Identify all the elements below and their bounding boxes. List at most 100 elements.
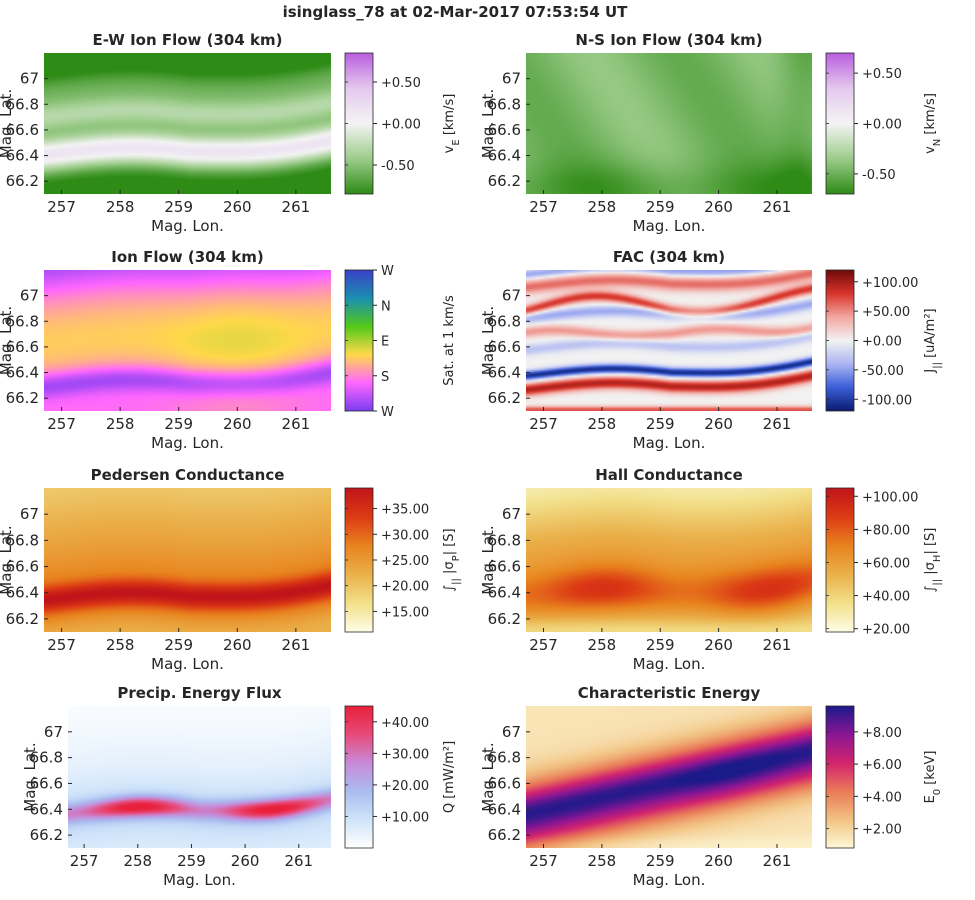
colorbar — [825, 269, 855, 412]
y-tick-label: 67 — [502, 70, 521, 88]
y-tick-label: 66.6 — [488, 558, 521, 576]
figure-title: isinglass_78 at 02-Mar-2017 07:53:54 UT — [283, 3, 629, 21]
colorbar — [344, 705, 374, 849]
colorbar-tick-label: +6.00 — [862, 758, 902, 773]
panel-ns: N-S Ion Flow (304 km) 257 258 259 260 261 66.2… — [479, 31, 943, 235]
heatmap-image — [526, 706, 812, 848]
x-tick-label: 261 — [282, 415, 311, 433]
colorbar-tick-label: +30.00 — [381, 747, 429, 762]
x-tick-label: 257 — [529, 852, 558, 870]
x-tick-label: 258 — [588, 852, 617, 870]
y-axis-label: Mag. Lat. — [479, 742, 497, 811]
x-tick-label: 261 — [763, 198, 792, 216]
heatmap-image — [44, 53, 331, 194]
x-tick-label: 260 — [704, 852, 733, 870]
panel-echar: Characteristic Energy 257 258 259 260 261 66.2… — [479, 684, 943, 889]
panel-title: FAC (304 km) — [613, 248, 725, 266]
x-tick-label: 259 — [646, 636, 675, 654]
x-tick-label: 257 — [47, 415, 76, 433]
colorbar-tick-label: +20.00 — [381, 779, 429, 794]
x-axis-label: Mag. Lon. — [163, 871, 236, 889]
colorbar-tick-label: +30.00 — [381, 528, 429, 543]
x-tick-label: 257 — [70, 852, 99, 870]
y-tick-label: 66.8 — [488, 749, 521, 767]
colorbar-label: vN [km/s] — [923, 93, 943, 154]
y-axis-label: Mag. Lat. — [479, 525, 497, 594]
x-tick-label: 257 — [47, 198, 76, 216]
colorbar-tick-label: +80.00 — [862, 523, 910, 538]
x-tick-label: 261 — [763, 852, 792, 870]
x-tick-label: 260 — [704, 636, 733, 654]
x-axis-label: Mag. Lon. — [633, 217, 706, 235]
x-tick-label: 260 — [223, 636, 252, 654]
colorbar-tick-label: +0.00 — [862, 335, 902, 350]
panel-title: N-S Ion Flow (304 km) — [575, 31, 762, 49]
colorbar-tick-label: +40.00 — [862, 590, 910, 605]
colorbar-tick-label: +20.00 — [381, 580, 429, 595]
x-tick-label: 258 — [106, 198, 135, 216]
y-tick-label: 66.8 — [488, 531, 521, 549]
colorbar-tick-label: W — [381, 264, 394, 279]
panel-title: Characteristic Energy — [578, 684, 761, 702]
colorbar-tick-label: +0.50 — [381, 76, 421, 91]
y-tick-label: 66.4 — [488, 364, 521, 382]
heatmap-image — [68, 706, 331, 848]
heatmap-image — [526, 488, 812, 632]
panel-title: Precip. Energy Flux — [117, 684, 282, 702]
colorbar-label: ∫|| |σH| [S] — [923, 528, 943, 593]
x-tick-label: 258 — [106, 415, 135, 433]
y-axis-label: Mag. Lat. — [0, 89, 15, 158]
x-tick-label: 261 — [284, 852, 313, 870]
x-tick-label: 259 — [646, 198, 675, 216]
y-tick-label: 66.2 — [6, 610, 39, 628]
y-tick-label: 66.2 — [488, 172, 521, 190]
panel-title: Ion Flow (304 km) — [111, 248, 263, 266]
x-tick-label: 259 — [177, 852, 206, 870]
x-tick-label: 260 — [231, 852, 260, 870]
colorbar-tick-label: +60.00 — [862, 556, 910, 571]
colorbar — [344, 52, 374, 195]
colorbar-label: Sat. at 1 km/s — [442, 295, 457, 386]
colorbar-tick-label: -100.00 — [862, 393, 912, 408]
y-tick-label: 66.8 — [6, 312, 39, 330]
heatmap-image — [44, 488, 331, 632]
y-tick-label: 67 — [502, 723, 521, 741]
y-tick-label: 66.4 — [488, 147, 521, 165]
colorbar-tick-label: +2.00 — [862, 823, 902, 838]
colorbar-tick-label: +10.00 — [381, 810, 429, 825]
y-tick-label: 66.6 — [6, 338, 39, 356]
colorbar — [825, 487, 855, 633]
y-tick-label: 66.8 — [30, 749, 63, 767]
colorbar-tick-label: +0.00 — [862, 118, 902, 133]
colorbar-tick-label: +40.00 — [381, 716, 429, 731]
panel-fac: FAC (304 km) 257 258 259 260 261 66.2 66.4 66.6 6… — [479, 248, 943, 452]
y-tick-label: 66.2 — [6, 172, 39, 190]
x-tick-label: 261 — [763, 415, 792, 433]
x-tick-label: 260 — [223, 198, 252, 216]
y-tick-label: 66.8 — [6, 95, 39, 113]
colorbar-tick-label: -0.50 — [381, 159, 415, 174]
colorbar-tick-label: +20.00 — [862, 623, 910, 638]
x-tick-label: 260 — [223, 415, 252, 433]
x-axis-label: Mag. Lon. — [633, 871, 706, 889]
y-tick-label: 66.6 — [6, 121, 39, 139]
x-tick-label: 259 — [646, 415, 675, 433]
y-tick-label: 66.4 — [30, 800, 63, 818]
y-tick-label: 67 — [20, 287, 39, 305]
x-tick-label: 257 — [529, 415, 558, 433]
colorbar-label: Q [mW/m²] — [442, 741, 457, 813]
x-axis-label: Mag. Lon. — [151, 655, 224, 673]
x-tick-label: 258 — [588, 415, 617, 433]
colorbar-tick-label: +4.00 — [862, 790, 902, 805]
panel-title: Hall Conductance — [595, 466, 743, 484]
panel-ped: Pedersen Conductance 257 258 259 260 261 66.2 6… — [0, 466, 462, 673]
y-tick-label: 66.2 — [488, 826, 521, 844]
colorbar-tick-label: +100.00 — [862, 276, 918, 291]
x-tick-label: 259 — [164, 198, 193, 216]
y-tick-label: 66.6 — [488, 338, 521, 356]
colorbar-tick-label: +8.00 — [862, 726, 902, 741]
x-tick-label: 258 — [588, 198, 617, 216]
y-tick-label: 66.8 — [488, 312, 521, 330]
x-tick-label: 261 — [763, 636, 792, 654]
